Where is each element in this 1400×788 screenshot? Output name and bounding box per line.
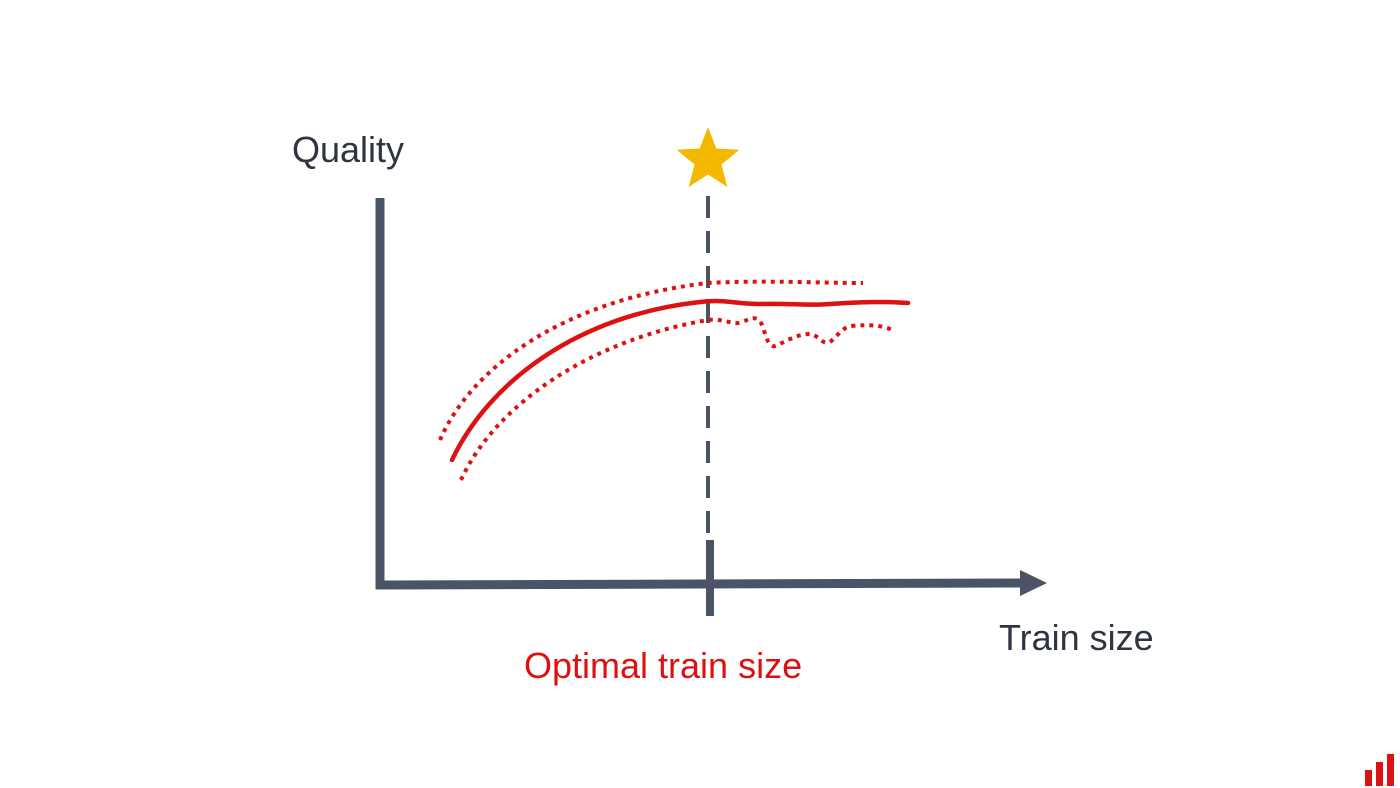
star-icon [676,127,740,187]
bar-chart-logo-icon [1365,754,1394,786]
lower-bound-curve [459,316,893,481]
mean-quality-curve [449,298,911,463]
optimal-train-size-label: Optimal train size [524,645,803,686]
upper-bound-curve [438,279,864,441]
x-axis [375,578,1025,590]
y-axis-label: Quality [292,129,405,170]
x-axis-label: Train size [999,617,1154,658]
x-axis-arrowhead [1020,570,1047,596]
